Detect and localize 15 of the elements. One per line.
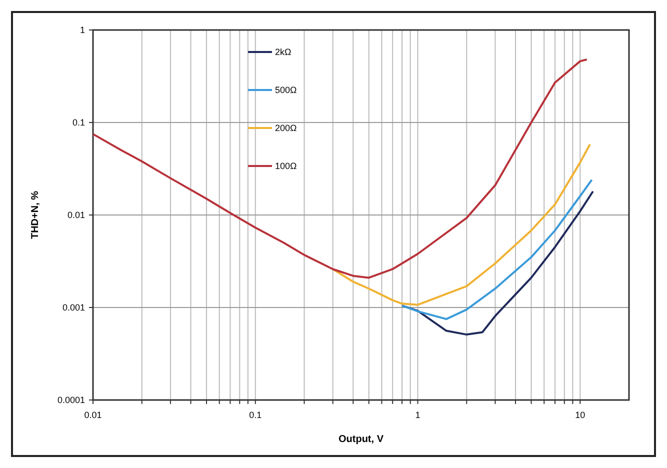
x-tick-label: 1	[415, 410, 420, 420]
y-tick-label: 0.001	[62, 302, 85, 312]
y-tick-label: 0.1	[72, 118, 85, 128]
x-tick-label: 10	[575, 410, 586, 420]
legend-label: 500Ω	[275, 85, 298, 95]
y-tick-label: 0.0001	[57, 395, 85, 405]
legend-label: 100Ω	[275, 161, 298, 171]
x-tick-label: 0.01	[84, 410, 102, 420]
legend-label: 200Ω	[275, 123, 298, 133]
y-tick-label: 1	[80, 25, 85, 35]
y-tick-label: 0.01	[67, 210, 85, 220]
y-axis-title: THD+N, %	[30, 190, 41, 240]
x-axis-title: Output, V	[338, 434, 384, 445]
x-tick-label: 0.1	[249, 410, 262, 420]
legend-label: 2kΩ	[275, 47, 292, 57]
